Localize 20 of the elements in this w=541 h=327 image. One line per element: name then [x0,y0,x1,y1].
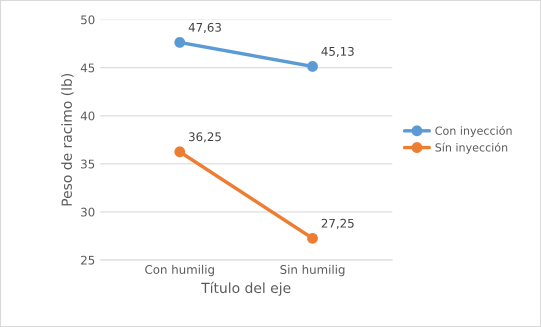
x-tick-label: Sin humilig [280,264,344,276]
y-axis-title: Peso de racimo (lb) [61,74,74,206]
legend-label: Sín inyección [435,142,508,154]
x-tick-label: Con humilig [145,264,214,276]
point [174,146,186,158]
y-tick-label: 30 [81,208,94,217]
y-tick-label: 35 [81,160,94,168]
point [307,61,318,72]
x-axis-title: Título del eje [201,282,290,296]
point [174,37,186,48]
data-label: 36,25 [188,132,221,142]
y-tick-label: 45 [80,64,94,72]
data-label: 45,13 [321,46,354,58]
point [307,232,318,244]
data-label: 47,63 [188,22,221,33]
y-tick-label: 25 [81,256,94,265]
legend-label: Con inyección [435,126,512,138]
data-label: 27,25 [322,218,354,229]
y-tick-label: 50 [81,15,94,24]
y-tick-label: 40 [80,111,94,120]
